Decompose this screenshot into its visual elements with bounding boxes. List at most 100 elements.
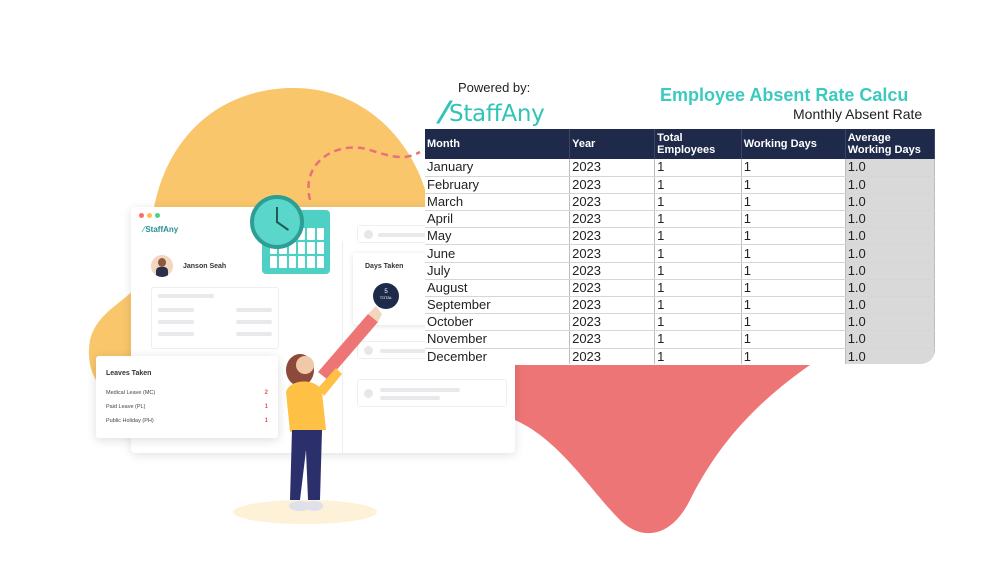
cell-working-days[interactable]: 1 [741, 210, 846, 229]
powered-by-label: Powered by: [458, 80, 531, 95]
cell-month[interactable]: October [425, 313, 571, 332]
cell-month[interactable]: June [425, 244, 571, 263]
app-logo-text: StaffAny [145, 225, 179, 234]
cell-year[interactable]: 2023 [569, 296, 656, 315]
cell-working-days[interactable]: 1 [741, 279, 846, 298]
profile-name: Janson Seah [183, 262, 227, 270]
cell-working-days[interactable]: 1 [741, 244, 846, 263]
days-taken-unit: TOTAL [379, 295, 393, 300]
cell-total-employees[interactable]: 1 [654, 330, 742, 349]
days-taken-title: Days Taken [365, 263, 404, 270]
sheet-title: Employee Absent Rate Calcu [660, 85, 909, 105]
cell-average-working-days[interactable]: 1.0 [845, 210, 935, 229]
cell-average-working-days[interactable]: 1.0 [845, 193, 935, 212]
cell-total-employees[interactable]: 1 [654, 193, 742, 212]
cell-total-employees[interactable]: 1 [654, 244, 742, 263]
cell-working-days[interactable]: 1 [741, 313, 846, 332]
cell-month[interactable]: July [425, 262, 571, 280]
cell-month[interactable]: November [425, 330, 571, 349]
column-header-working-days[interactable]: Working Days [741, 129, 846, 159]
leaves-taken-title: Leaves Taken [106, 370, 152, 377]
cell-year[interactable]: 2023 [569, 193, 656, 212]
column-header-month[interactable]: Month [425, 129, 571, 159]
clock-icon [250, 195, 304, 249]
window-dots [139, 213, 160, 218]
cell-average-working-days[interactable]: 1.0 [845, 159, 935, 177]
cell-year[interactable]: 2023 [569, 279, 656, 298]
cell-year[interactable]: 2023 [569, 159, 656, 177]
cell-year[interactable]: 2023 [569, 313, 656, 332]
cell-year[interactable]: 2023 [569, 176, 656, 194]
cell-average-working-days[interactable]: 1.0 [845, 244, 935, 263]
cell-working-days[interactable]: 1 [741, 296, 846, 315]
cell-month[interactable]: August [425, 279, 571, 298]
cell-average-working-days[interactable]: 1.0 [845, 313, 935, 332]
cell-average-working-days[interactable]: 1.0 [845, 348, 935, 364]
table-row: December 2023 1 1 1.0 [425, 348, 935, 364]
cell-total-employees[interactable]: 1 [654, 296, 742, 315]
placeholder-row [357, 379, 507, 407]
cell-working-days[interactable]: 1 [741, 348, 846, 364]
staffany-mark-icon: ⁄ [143, 225, 145, 234]
cell-average-working-days[interactable]: 1.0 [845, 279, 935, 298]
cell-month[interactable]: May [425, 227, 571, 246]
avatar [151, 255, 173, 277]
column-header-year[interactable]: Year [569, 129, 656, 159]
cell-month[interactable]: December [425, 348, 571, 364]
leave-value: 2 [264, 390, 268, 396]
cell-total-employees[interactable]: 1 [654, 210, 742, 229]
cell-total-employees[interactable]: 1 [654, 313, 742, 332]
table-header-row: Month Year Total Employees Working Days … [425, 129, 935, 159]
table-row: August 2023 1 1 1.0 [425, 279, 935, 298]
cell-year[interactable]: 2023 [569, 227, 656, 246]
days-taken-value: 5 [384, 289, 388, 295]
cell-month[interactable]: March [425, 193, 571, 212]
cell-working-days[interactable]: 1 [741, 330, 846, 349]
cell-average-working-days[interactable]: 1.0 [845, 296, 935, 315]
cell-average-working-days[interactable]: 1.0 [845, 227, 935, 246]
table-row: February 2023 1 1 1.0 [425, 176, 935, 194]
column-header-average-working-days[interactable]: Average Working Days [845, 129, 935, 159]
maximize-dot-icon [155, 213, 160, 218]
cell-month[interactable]: April [425, 210, 571, 229]
leave-row: Public Holiday (PH) 1 [106, 418, 268, 424]
sheet-subtitle: Monthly Absent Rate [793, 106, 923, 122]
column-header-total-employees[interactable]: Total Employees [654, 129, 742, 159]
cell-month[interactable]: February [425, 176, 571, 194]
cell-average-working-days[interactable]: 1.0 [845, 330, 935, 349]
leave-label: Medical Leave (MC) [106, 390, 156, 396]
cell-working-days[interactable]: 1 [741, 159, 846, 177]
cell-average-working-days[interactable]: 1.0 [845, 176, 935, 194]
close-dot-icon [139, 213, 144, 218]
cell-working-days[interactable]: 1 [741, 227, 846, 246]
placeholder-line [158, 308, 194, 312]
cell-total-employees[interactable]: 1 [654, 262, 742, 280]
cell-total-employees[interactable]: 1 [654, 227, 742, 246]
cell-year[interactable]: 2023 [569, 330, 656, 349]
table-row: November 2023 1 1 1.0 [425, 330, 935, 349]
cell-total-employees[interactable]: 1 [654, 348, 742, 364]
placeholder-line [236, 320, 272, 324]
leave-value: 1 [264, 418, 268, 424]
cell-average-working-days[interactable]: 1.0 [845, 262, 935, 280]
cell-working-days[interactable]: 1 [741, 176, 846, 194]
cell-year[interactable]: 2023 [569, 348, 656, 364]
brand-logo: ⁄ StaffAny [442, 96, 545, 131]
cell-year[interactable]: 2023 [569, 210, 656, 229]
cell-total-employees[interactable]: 1 [654, 159, 742, 177]
cell-month[interactable]: September [425, 296, 571, 315]
spreadsheet-panel: Powered by: ⁄ StaffAny Employee Absent R… [425, 74, 935, 364]
leave-label: Paid Leave (PL) [106, 404, 146, 410]
cell-total-employees[interactable]: 1 [654, 176, 742, 194]
cell-working-days[interactable]: 1 [741, 262, 846, 280]
cell-year[interactable]: 2023 [569, 262, 656, 280]
pencil-icon [318, 314, 378, 380]
cell-total-employees[interactable]: 1 [654, 279, 742, 298]
staffany-logo-icon: ⁄ [442, 96, 448, 131]
table-row: July 2023 1 1 1.0 [425, 262, 935, 280]
cell-month[interactable]: January [425, 159, 571, 177]
placeholder-line [158, 294, 214, 298]
cell-working-days[interactable]: 1 [741, 193, 846, 212]
cell-year[interactable]: 2023 [569, 244, 656, 263]
coral-blob [515, 365, 810, 534]
